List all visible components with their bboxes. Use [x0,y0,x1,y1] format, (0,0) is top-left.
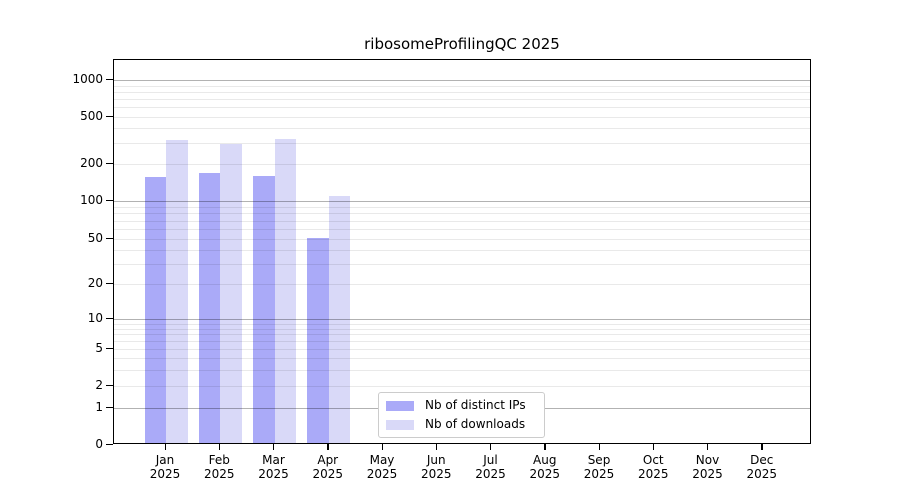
x-tick-label-oct: Oct 2025 [625,453,681,481]
gridline-400 [114,128,810,130]
y-tick-mark-100 [106,199,113,201]
gridline-500 [114,117,810,118]
gridline-300 [114,143,810,145]
x-tick-mark-nov [707,444,709,450]
legend-item-distinct-ips: Nb of distinct IPs [386,398,536,413]
y-tick-label-5: 5 [95,341,103,355]
y-tick-label-1000: 1000 [72,72,103,86]
y-tick-mark-2 [106,384,113,386]
x-tick-label-aug: Aug 2025 [517,453,573,481]
y-tick-label-100: 100 [80,193,103,207]
bar-distinct-ips-feb [198,172,221,443]
y-tick-mark-5 [106,347,113,349]
x-tick-mark-mar [273,444,275,450]
y-tick-mark-1000 [106,78,113,80]
x-tick-label-dec: Dec 2025 [734,453,790,481]
y-tick-label-50: 50 [87,231,103,245]
x-tick-mark-oct [652,444,655,450]
y-tick-label-10: 10 [87,311,103,325]
x-tick-year-nov: 2025 [692,467,723,481]
x-tick-mark-jul [490,444,492,450]
y-tick-mark-0 [106,443,113,445]
x-tick-label-nov: Nov 2025 [680,453,736,481]
y-tick-mark-500 [106,115,113,117]
plot-area [113,59,811,444]
bar-downloads-apr [328,196,351,443]
legend-swatch-downloads [386,419,414,430]
x-tick-year-aug: 2025 [529,467,561,481]
x-tick-year-feb: 2025 [203,467,235,481]
x-tick-year-sep: 2025 [583,467,615,481]
x-tick-label-mar: Mar 2025 [246,453,302,481]
bar-downloads-feb [220,143,242,443]
x-tick-mark-dec [761,444,763,450]
x-tick-label-sep: Sep 2025 [571,453,627,481]
gridline-600 [114,107,810,109]
x-tick-mark-feb [218,444,221,450]
bar-distinct-ips-apr [307,238,329,443]
y-tick-label-0: 0 [95,437,103,451]
legend-label-distinct-ips: Nb of distinct IPs [425,398,526,412]
x-tick-mark-sep [598,444,600,450]
x-tick-mark-may [381,444,383,450]
x-tick-label-jan: Jan 2025 [137,453,193,481]
y-tick-label-200: 200 [80,156,103,170]
x-tick-year-jun: 2025 [420,467,452,481]
legend-item-downloads: Nb of downloads [386,417,536,432]
x-tick-mark-aug [544,444,546,450]
y-tick-label-2: 2 [95,378,103,392]
x-tick-mark-jan [164,444,166,450]
legend-swatch-distinct-ips [386,400,414,411]
y-tick-label-1: 1 [95,400,103,414]
x-tick-year-may: 2025 [366,467,398,481]
x-tick-label-apr: Apr 2025 [300,453,356,481]
gridline-900 [114,85,810,87]
y-tick-mark-10 [106,317,113,319]
chart-title: ribosomeProfilingQC 2025 [364,35,560,53]
gridline-700 [114,99,810,101]
x-tick-year-jul: 2025 [475,467,506,481]
bar-downloads-mar [274,139,296,443]
y-tick-label-20: 20 [87,276,103,290]
x-tick-mark-apr [327,444,329,450]
x-tick-year-oct: 2025 [637,467,669,481]
y-tick-mark-50 [106,237,113,239]
gridline-1000 [114,80,810,82]
x-tick-year-dec: 2025 [746,467,778,481]
x-tick-year-mar: 2025 [258,467,289,481]
y-tick-mark-1 [106,406,113,408]
x-tick-label-feb: Feb 2025 [191,453,247,481]
x-tick-year-jan: 2025 [149,467,181,481]
bar-distinct-ips-jan [144,177,166,443]
y-tick-mark-20 [106,282,113,284]
x-tick-label-jun: Jun 2025 [408,453,464,481]
x-tick-label-jul: Jul 2025 [463,453,519,481]
gridline-200 [114,164,810,165]
y-tick-label-500: 500 [80,109,103,123]
x-tick-mark-jun [435,444,438,450]
x-tick-year-apr: 2025 [312,467,344,481]
bar-downloads-jan [166,140,188,443]
legend: Nb of distinct IPs Nb of downloads [378,392,545,438]
y-tick-mark-200 [106,162,113,164]
bar-distinct-ips-mar [253,175,275,443]
gridline-800 [114,91,810,93]
x-tick-label-may: May 2025 [354,453,410,481]
legend-label-downloads: Nb of downloads [425,417,526,431]
